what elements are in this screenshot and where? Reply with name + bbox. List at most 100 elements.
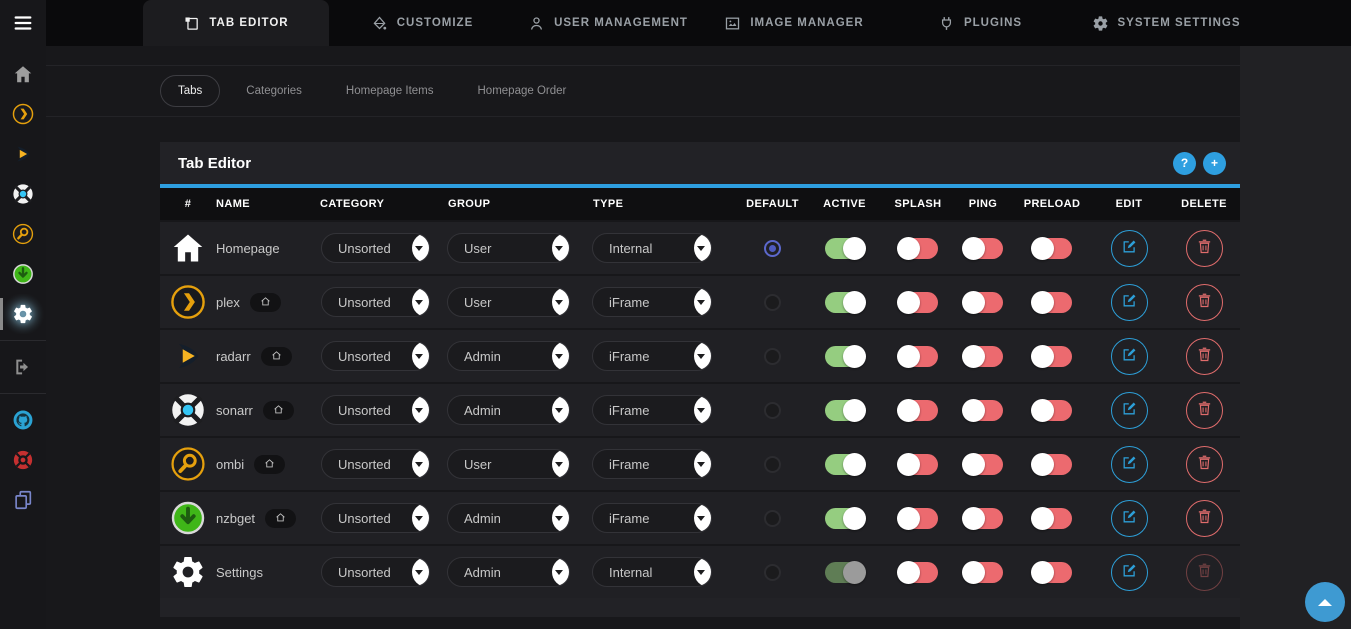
category-select[interactable]: Unsorted — [321, 395, 430, 425]
tab-user-management[interactable]: USER MANAGEMENT — [515, 0, 701, 46]
default-radio[interactable] — [764, 563, 781, 581]
sidebar-item-home[interactable] — [0, 54, 46, 94]
category-select[interactable]: Unsorted — [321, 557, 430, 587]
sidebar-item-github[interactable] — [0, 400, 46, 440]
tab-tab-editor[interactable]: TAB EDITOR — [143, 0, 329, 46]
group-select[interactable]: Admin — [447, 503, 570, 533]
subtab-homepage-order[interactable]: Homepage Order — [477, 85, 567, 97]
group-select[interactable]: User — [447, 233, 570, 263]
delete-button[interactable] — [1185, 499, 1223, 537]
default-radio[interactable] — [764, 455, 781, 473]
sidebar-item-hamburger[interactable] — [0, 0, 46, 46]
splash-toggle[interactable] — [897, 290, 938, 314]
group-select[interactable]: User — [447, 287, 570, 317]
edit-button[interactable] — [1110, 337, 1148, 375]
splash-toggle[interactable] — [897, 452, 938, 476]
ping-toggle[interactable] — [962, 452, 1003, 476]
active-toggle[interactable] — [824, 398, 866, 422]
type-select[interactable]: iFrame — [592, 449, 712, 479]
subtab-tabs[interactable]: Tabs — [160, 75, 221, 107]
scroll-to-top-button[interactable] — [1305, 582, 1345, 622]
edit-button[interactable] — [1110, 445, 1148, 483]
set-homepage-button[interactable] — [249, 292, 281, 312]
default-radio[interactable] — [764, 509, 781, 527]
default-radio[interactable] — [764, 239, 781, 257]
sidebar-item-ombi[interactable] — [0, 214, 46, 254]
category-select[interactable]: Unsorted — [321, 449, 430, 479]
type-select[interactable]: iFrame — [592, 341, 712, 371]
preload-toggle[interactable] — [1031, 398, 1072, 422]
active-toggle[interactable] — [824, 560, 866, 584]
delete-button[interactable] — [1185, 445, 1223, 483]
set-homepage-button[interactable] — [262, 400, 294, 420]
sidebar-item-lifebuoy[interactable] — [0, 440, 46, 480]
ping-toggle[interactable] — [962, 236, 1003, 260]
splash-toggle[interactable] — [897, 398, 938, 422]
group-select[interactable]: Admin — [447, 341, 570, 371]
subtab-categories[interactable]: Categories — [246, 85, 302, 97]
ping-toggle[interactable] — [962, 290, 1003, 314]
set-homepage-button[interactable] — [254, 454, 286, 474]
delete-button[interactable] — [1185, 337, 1223, 375]
sidebar-item-nzbget[interactable] — [0, 254, 46, 294]
splash-toggle[interactable] — [897, 236, 938, 260]
ping-toggle[interactable] — [962, 344, 1003, 368]
ping-toggle[interactable] — [962, 398, 1003, 422]
tab-image-manager[interactable]: IMAGE MANAGER — [701, 0, 887, 46]
ping-toggle[interactable] — [962, 506, 1003, 530]
type-select[interactable]: Internal — [592, 233, 712, 263]
splash-toggle[interactable] — [897, 344, 938, 368]
group-select[interactable]: User — [447, 449, 570, 479]
edit-button[interactable] — [1110, 229, 1148, 267]
sidebar-item-logout[interactable] — [0, 347, 46, 387]
category-select[interactable]: Unsorted — [321, 341, 430, 371]
delete-button[interactable] — [1185, 553, 1223, 591]
preload-toggle[interactable] — [1031, 290, 1072, 314]
active-toggle[interactable] — [824, 344, 866, 368]
type-select[interactable]: iFrame — [592, 287, 712, 317]
delete-button[interactable] — [1185, 283, 1223, 321]
active-toggle[interactable] — [824, 290, 866, 314]
group-select[interactable]: Admin — [447, 557, 570, 587]
sidebar-item-docs[interactable] — [0, 480, 46, 520]
edit-button[interactable] — [1110, 553, 1148, 591]
category-select[interactable]: Unsorted — [321, 233, 430, 263]
tab-system-settings[interactable]: SYSTEM SETTINGS — [1073, 0, 1259, 46]
sidebar-item-radarr[interactable] — [0, 134, 46, 174]
default-radio[interactable] — [764, 401, 781, 419]
tab-customize[interactable]: CUSTOMIZE — [329, 0, 515, 46]
edit-button[interactable] — [1110, 499, 1148, 537]
type-select[interactable]: iFrame — [592, 395, 712, 425]
set-homepage-button[interactable] — [265, 508, 297, 528]
preload-toggle[interactable] — [1031, 560, 1072, 584]
active-toggle[interactable] — [824, 506, 866, 530]
subtab-homepage-items[interactable]: Homepage Items — [345, 85, 434, 97]
sidebar-item-plex[interactable] — [0, 94, 46, 134]
category-select[interactable]: Unsorted — [321, 503, 430, 533]
category-select[interactable]: Unsorted — [321, 287, 430, 317]
ping-toggle[interactable] — [962, 560, 1003, 584]
edit-button[interactable] — [1110, 391, 1148, 429]
tab-plugins[interactable]: PLUGINS — [887, 0, 1073, 46]
type-select[interactable]: Internal — [592, 557, 712, 587]
sidebar-item-gear[interactable] — [0, 294, 46, 334]
splash-toggle[interactable] — [897, 560, 938, 584]
sidebar-item-sonarr[interactable] — [0, 174, 46, 214]
preload-toggle[interactable] — [1031, 344, 1072, 368]
default-radio[interactable] — [764, 293, 781, 311]
preload-toggle[interactable] — [1031, 506, 1072, 530]
delete-button[interactable] — [1185, 229, 1223, 267]
preload-toggle[interactable] — [1031, 236, 1072, 260]
default-radio[interactable] — [764, 347, 781, 365]
add-tab-button[interactable]: + — [1203, 151, 1226, 175]
active-toggle[interactable] — [824, 452, 866, 476]
type-select[interactable]: iFrame — [592, 503, 712, 533]
help-button[interactable]: ? — [1173, 151, 1196, 175]
splash-toggle[interactable] — [897, 506, 938, 530]
set-homepage-button[interactable] — [260, 346, 292, 366]
delete-button[interactable] — [1185, 391, 1223, 429]
preload-toggle[interactable] — [1031, 452, 1072, 476]
group-select[interactable]: Admin — [447, 395, 570, 425]
edit-button[interactable] — [1110, 283, 1148, 321]
active-toggle[interactable] — [824, 236, 866, 260]
